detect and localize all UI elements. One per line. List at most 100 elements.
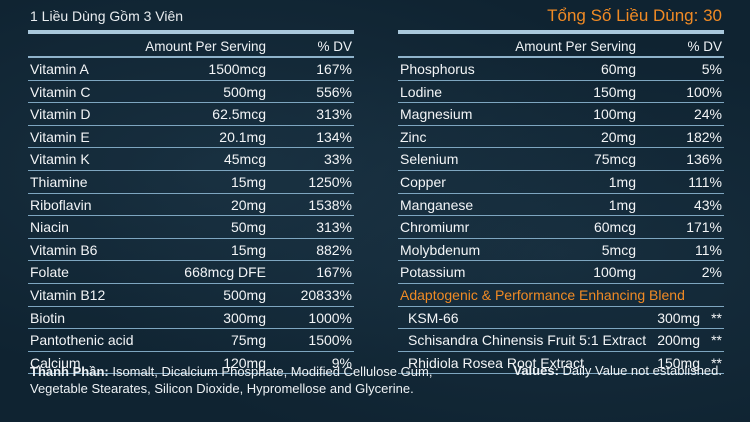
nutrient-name: Rhidiola Rosea Root Extract: [408, 354, 584, 371]
blend-rows: KSM-66 300mg ** Schisandra Chinensis Fruit …: [398, 307, 724, 375]
nutrient-amount: 300mg: [657, 309, 700, 326]
nutrient-amount: 75mg: [230, 332, 266, 349]
table-top-rule: [398, 30, 724, 34]
nutrient-dv: **: [711, 309, 722, 326]
nutrient-name: Riboflavin: [30, 196, 92, 213]
nutrient-dv: 5%: [701, 61, 722, 77]
nutrient-amount: 120mg: [223, 354, 266, 371]
nutrient-name: Thiamine: [30, 173, 88, 190]
nutrient-name: Biotin: [30, 309, 66, 326]
nutrient-row: Copper 1mg 111%: [398, 171, 724, 194]
left-rows: Vitamin A 1500mcg 167% Vitamin C 500mg 556% Vi…: [28, 58, 354, 375]
ingredients-label: Thành Phần:: [30, 364, 109, 379]
ingredients-note: Thành Phần: Isomalt, Dicalcium Phosphate…: [30, 363, 470, 397]
values-label: Values:: [513, 363, 559, 378]
nutrient-dv: 313%: [316, 106, 352, 123]
nutrient-amount: 500mg: [223, 83, 266, 100]
nutrient-dv: 9%: [331, 354, 352, 371]
nutrient-amount: 150mg: [593, 83, 636, 100]
nutrient-name: Schisandra Chinensis Fruit 5:1 Extract: [408, 332, 647, 349]
nutrient-dv: 313%: [316, 219, 352, 236]
nutrient-name: Vitamin B6: [30, 241, 98, 258]
right-nutrient-table: Amount Per Serving % DV Phosphorus 60mg 5%…: [398, 30, 724, 375]
nutrient-name: Vitamin D: [30, 106, 91, 123]
ingredients-text: Isomalt, Dicalcium Phosphate, Modified C…: [30, 364, 433, 396]
nutrient-amount: 75mcg: [593, 151, 636, 168]
column-header: Amount Per Serving % DV: [28, 34, 354, 56]
nutrient-name: Potassium: [400, 264, 466, 281]
nutrient-amount: 668mcg DFE: [184, 264, 266, 281]
nutrient-amount: 300mg: [223, 309, 266, 326]
nutrient-name: Niacin: [30, 219, 69, 236]
nutrient-amount: 20mg: [600, 128, 636, 145]
nutrient-amount: 5mcg: [601, 241, 636, 258]
nutrient-dv: 2%: [701, 264, 722, 281]
nutrient-row: Vitamin C 500mg 556%: [28, 81, 354, 104]
nutrient-name: Calcium: [30, 354, 81, 371]
nutrient-dv: 882%: [316, 241, 352, 258]
nutrient-row: Lodine 150mg 100%: [398, 81, 724, 104]
values-text: Daily Value not established.: [562, 363, 722, 378]
header-rule: [398, 56, 724, 58]
nutrient-row: Vitamin E 20.1mg 134%: [28, 126, 354, 149]
left-nutrient-table: Amount Per Serving % DV Vitamin A 1500mcg…: [28, 30, 354, 375]
nutrient-amount: 15mg: [230, 173, 266, 190]
nutrient-name: Vitamin K: [30, 151, 90, 168]
nutrient-dv: 136%: [686, 151, 722, 168]
serving-size-label: 1 Liều Dùng Gồm 3 Viên: [30, 8, 184, 24]
nutrient-dv: **: [711, 332, 722, 349]
nutrient-amount: 150mg: [657, 354, 700, 371]
nutrient-dv: 100%: [686, 83, 722, 100]
nutrient-amount: 15mg: [230, 241, 266, 258]
nutrient-row: KSM-66 300mg **: [398, 307, 724, 330]
nutrient-name: Molybdenum: [400, 241, 481, 258]
nutrient-row: Manganese 1mg 43%: [398, 194, 724, 217]
nutrient-amount: 1500mcg: [208, 61, 266, 77]
nutrient-dv: 111%: [688, 173, 722, 190]
nutrient-dv: 24%: [693, 106, 722, 123]
nutrient-name: Vitamin E: [30, 128, 90, 145]
nutrient-dv: 171%: [686, 219, 722, 236]
amount-header: Amount Per Serving: [145, 39, 266, 54]
nutrient-row: Potassium 100mg 2%: [398, 261, 724, 284]
nutrient-amount: 60mg: [600, 61, 636, 77]
nutrient-row: Folate 668mcg DFE 167%: [28, 261, 354, 284]
nutrient-name: Copper: [400, 173, 446, 190]
nutrient-amount: 1mg: [608, 173, 636, 190]
nutrient-name: Selenium: [400, 151, 459, 168]
nutrient-row: Riboflavin 20mg 1538%: [28, 194, 354, 217]
nutrient-name: Vitamin B12: [30, 286, 106, 303]
nutrient-amount: 60mcg: [593, 219, 636, 236]
nutrient-row: Vitamin B12 500mg 20833%: [28, 284, 354, 307]
nutrient-amount: 45mcg: [223, 151, 266, 168]
column-header: Amount Per Serving % DV: [398, 34, 724, 56]
nutrient-name: KSM-66: [408, 309, 459, 326]
nutrient-row: Molybdenum 5mcg 11%: [398, 239, 724, 262]
nutrient-amount: 500mg: [223, 286, 266, 303]
nutrient-dv: 20833%: [300, 286, 352, 303]
nutrient-name: Lodine: [400, 83, 443, 100]
nutrient-dv: 556%: [316, 83, 352, 100]
nutrient-amount: 200mg: [657, 332, 700, 349]
nutrient-row: Selenium 75mcg 136%: [398, 148, 724, 171]
right-rows: Phosphorus 60mg 5% Lodine 150mg 100% Magnesium…: [398, 58, 724, 284]
nutrient-name: Phosphorus: [400, 61, 475, 77]
blend-title: Adaptogenic & Performance Enhancing Blen…: [400, 286, 685, 303]
nutrient-row: Vitamin A 1500mcg 167%: [28, 58, 354, 81]
nutrient-amount: 50mg: [230, 219, 266, 236]
nutrient-row: Calcium 120mg 9%: [28, 352, 354, 375]
nutrient-row: Pantothenic acid 75mg 1500%: [28, 329, 354, 352]
nutrient-dv: 1250%: [308, 173, 352, 190]
nutrient-row: Zinc 20mg 182%: [398, 126, 724, 149]
nutrient-row: Magnesium 100mg 24%: [398, 103, 724, 126]
nutrient-dv: **: [711, 354, 722, 371]
nutrient-dv: 43%: [693, 196, 722, 213]
values-note: Values: Daily Value not established.: [513, 363, 722, 378]
header-rule: [28, 56, 354, 58]
dv-header: % DV: [687, 39, 722, 54]
nutrient-amount: 100mg: [593, 106, 636, 123]
nutrient-name: Chromiumr: [400, 219, 470, 236]
amount-header: Amount Per Serving: [515, 39, 636, 54]
table-top-rule: [28, 30, 354, 34]
nutrient-row: Phosphorus 60mg 5%: [398, 58, 724, 81]
